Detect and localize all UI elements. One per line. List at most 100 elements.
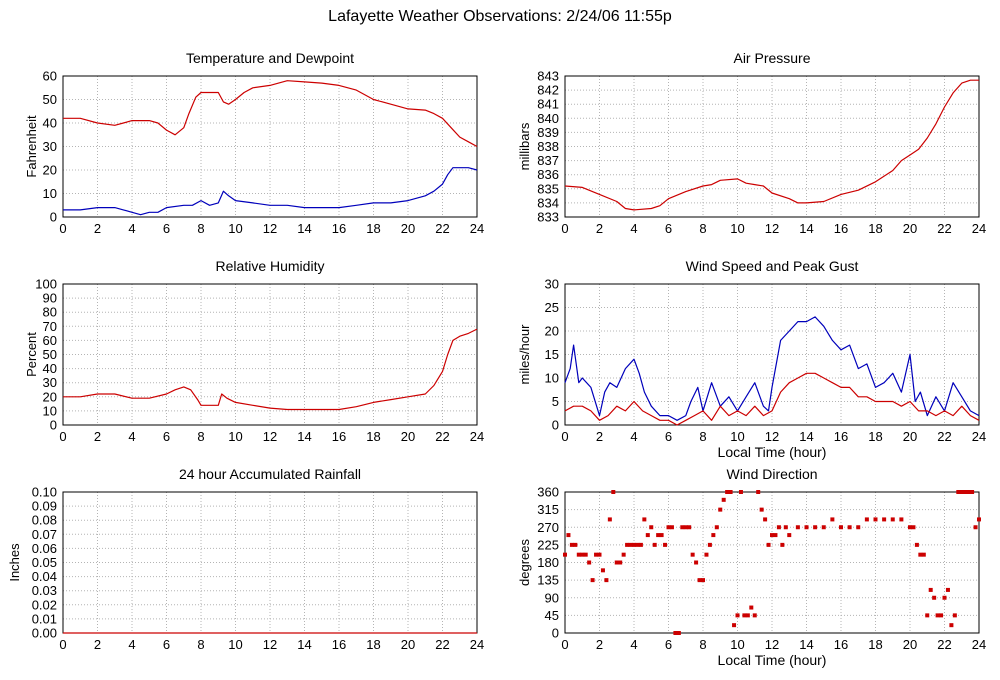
x-tick-label: 16 [834, 637, 848, 652]
series-line-1 [63, 167, 478, 216]
data-point [580, 552, 585, 557]
data-point [680, 525, 685, 530]
y-tick-label: 839 [537, 125, 559, 140]
plot-frame [564, 491, 980, 634]
x-tick-label: 12 [765, 221, 779, 236]
y-tick-label: 10 [43, 186, 57, 201]
data-point [690, 552, 695, 557]
data-point [645, 533, 650, 538]
data-point [776, 525, 781, 530]
y-tick-label: 10 [545, 371, 559, 386]
data-point [770, 533, 774, 538]
data-point [701, 578, 705, 583]
series-line-1 [564, 372, 980, 426]
y-tick-label: 20 [545, 324, 559, 339]
x-tick-label: 20 [401, 429, 415, 444]
data-point [666, 525, 671, 530]
plot-frame [564, 283, 980, 426]
x-tick-label: 24 [972, 429, 986, 444]
plot-frame [62, 283, 478, 426]
x-tick-label: 8 [197, 637, 204, 652]
series-line-0 [63, 328, 478, 411]
data-point [966, 490, 971, 494]
x-tick-label: 6 [163, 221, 170, 236]
data-point [856, 525, 861, 530]
y-tick-label: 360 [537, 485, 559, 500]
y-tick-label: 0 [552, 626, 559, 641]
data-point [959, 490, 964, 494]
y-tick-label: 0.00 [32, 626, 57, 641]
x-tick-label: 14 [297, 637, 311, 652]
x-tick-label: 16 [834, 429, 848, 444]
x-tick-label: 22 [435, 637, 449, 652]
y-axis-label: Fahrenheit [24, 115, 39, 178]
data-point [945, 587, 950, 592]
data-point [614, 560, 619, 565]
data-point [607, 517, 612, 522]
y-tick-label: 0 [552, 418, 559, 433]
x-tick-label: 4 [630, 221, 637, 236]
x-tick-label: 18 [366, 429, 380, 444]
x-tick-label: 10 [228, 221, 242, 236]
data-point [694, 560, 699, 565]
data-point [890, 517, 895, 522]
data-point [587, 560, 592, 565]
data-point [780, 542, 785, 547]
x-tick-label: 8 [699, 221, 706, 236]
series-line-0 [63, 80, 478, 148]
y-tick-label: 30 [545, 277, 559, 292]
data-point [899, 517, 904, 522]
y-tick-label: 834 [537, 195, 559, 210]
x-tick-label: 24 [972, 637, 986, 652]
x-tick-label: 16 [332, 221, 346, 236]
y-tick-label: 842 [537, 83, 559, 98]
x-tick-label: 20 [903, 429, 917, 444]
data-point [621, 552, 626, 557]
data-point [766, 542, 771, 547]
x-tick-label: 2 [94, 637, 101, 652]
x-tick-label: 4 [128, 637, 135, 652]
x-tick-label: 8 [197, 429, 204, 444]
data-point [618, 560, 623, 565]
y-tick-label: 843 [537, 69, 559, 84]
y-tick-label: 0.06 [32, 541, 57, 556]
data-point [732, 623, 737, 628]
data-point [942, 595, 947, 600]
y-tick-label: 5 [552, 394, 559, 409]
data-point [952, 613, 957, 618]
data-point [783, 525, 788, 530]
data-point [795, 525, 800, 530]
y-tick-label: 0.03 [32, 583, 57, 598]
data-point [821, 525, 826, 530]
y-tick-label: 90 [545, 590, 559, 605]
data-point [928, 587, 933, 592]
data-point [830, 517, 835, 522]
y-axis-label: miles/hour [517, 324, 532, 385]
data-point [935, 613, 940, 618]
x-tick-label: 22 [435, 221, 449, 236]
x-tick-label: 8 [197, 221, 204, 236]
series-line-0 [564, 316, 980, 421]
x-tick-label: 18 [366, 221, 380, 236]
x-tick-label: 24 [972, 221, 986, 236]
data-point [735, 613, 740, 618]
data-point [725, 490, 730, 494]
data-point [566, 533, 571, 538]
y-tick-label: 833 [537, 210, 559, 225]
data-point [745, 613, 750, 618]
chart-title: Wind Direction [726, 466, 817, 482]
data-point [635, 542, 640, 547]
data-point [813, 525, 818, 530]
data-point [977, 517, 981, 522]
data-point [707, 542, 712, 547]
x-tick-label: 12 [263, 429, 277, 444]
x-tick-label: 0 [59, 637, 66, 652]
y-tick-label: 0.07 [32, 527, 57, 542]
data-point [714, 525, 719, 530]
data-point [973, 525, 978, 530]
data-point [963, 490, 968, 494]
